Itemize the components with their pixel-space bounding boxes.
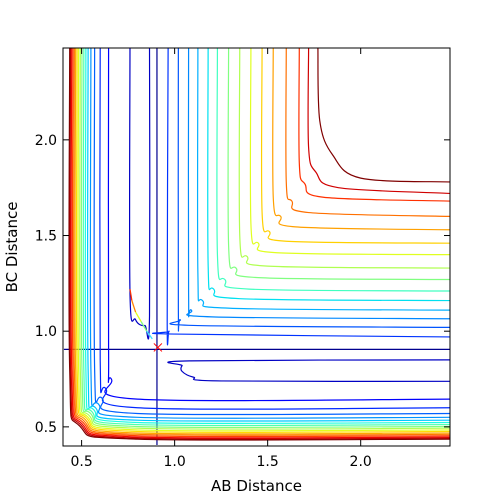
y-axis-label: BC Distance bbox=[3, 202, 21, 293]
contour-line-24 bbox=[196, 48, 450, 311]
trajectory-segment bbox=[146, 330, 153, 340]
contour-line-14 bbox=[75, 48, 450, 434]
contour-line-13 bbox=[77, 48, 450, 432]
x-tick-label: 1.5 bbox=[257, 454, 279, 470]
contour-line-25 bbox=[207, 48, 450, 302]
contour-line-9 bbox=[84, 48, 450, 425]
contour-line-27 bbox=[227, 48, 450, 281]
y-tick-label: 1.5 bbox=[35, 229, 57, 245]
trajectory-segment bbox=[129, 288, 133, 301]
contour-line-17 bbox=[71, 48, 450, 438]
contour-line-15 bbox=[74, 48, 450, 435]
contour-line-12 bbox=[79, 48, 450, 430]
contour-line-32 bbox=[285, 48, 450, 217]
trajectory-segment bbox=[131, 300, 137, 313]
contour-line-2 bbox=[128, 48, 151, 340]
contour-line-16 bbox=[73, 48, 450, 436]
x-tick-label: 0.5 bbox=[70, 454, 92, 470]
contour-line-18 bbox=[70, 48, 450, 439]
contour-line-30 bbox=[260, 48, 450, 244]
contour-line-3 bbox=[167, 359, 450, 382]
plot-frame bbox=[62, 47, 451, 447]
x-tick-label: 2.0 bbox=[350, 454, 372, 470]
contour-line-6 bbox=[93, 48, 450, 416]
contour-line-11 bbox=[80, 48, 450, 429]
contour-line-23 bbox=[186, 48, 450, 320]
contour-line-22 bbox=[169, 48, 450, 332]
marker-stroke bbox=[153, 343, 163, 352]
x-axis-label: AB Distance bbox=[211, 477, 302, 495]
contour-line-19 bbox=[69, 48, 450, 440]
contour-line-35 bbox=[317, 48, 450, 183]
contour-line-7 bbox=[89, 48, 450, 419]
y-tick-label: 2.0 bbox=[35, 133, 57, 149]
contour-line-31 bbox=[272, 48, 450, 231]
contour-line-10 bbox=[82, 48, 450, 427]
contour-line-8 bbox=[86, 48, 450, 422]
trajectory-segment bbox=[135, 311, 142, 322]
contour-line-28 bbox=[238, 48, 450, 269]
contour-line-26 bbox=[216, 48, 450, 292]
trajectory-segment bbox=[140, 321, 148, 332]
x-tick-label: 1.0 bbox=[164, 454, 186, 470]
contour-line-21 bbox=[152, 48, 450, 346]
y-tick-label: 1.0 bbox=[35, 324, 57, 340]
x-axis-ticks: 0.5 1.0 1.5 2.0 bbox=[70, 48, 372, 470]
contour-line-34 bbox=[307, 48, 450, 195]
contour-line-29 bbox=[249, 48, 450, 256]
trajectory-path bbox=[129, 288, 153, 340]
contour-line-4 bbox=[104, 48, 450, 402]
y-tick-label: 0.5 bbox=[35, 420, 57, 436]
end-marker bbox=[153, 343, 163, 352]
contour-lines bbox=[63, 48, 450, 446]
contour-line-5 bbox=[99, 48, 450, 410]
contour-line-20 bbox=[68, 48, 450, 441]
contour-line-33 bbox=[298, 48, 450, 202]
y-axis-ticks: 0.5 1.0 1.5 2.0 bbox=[35, 133, 450, 436]
